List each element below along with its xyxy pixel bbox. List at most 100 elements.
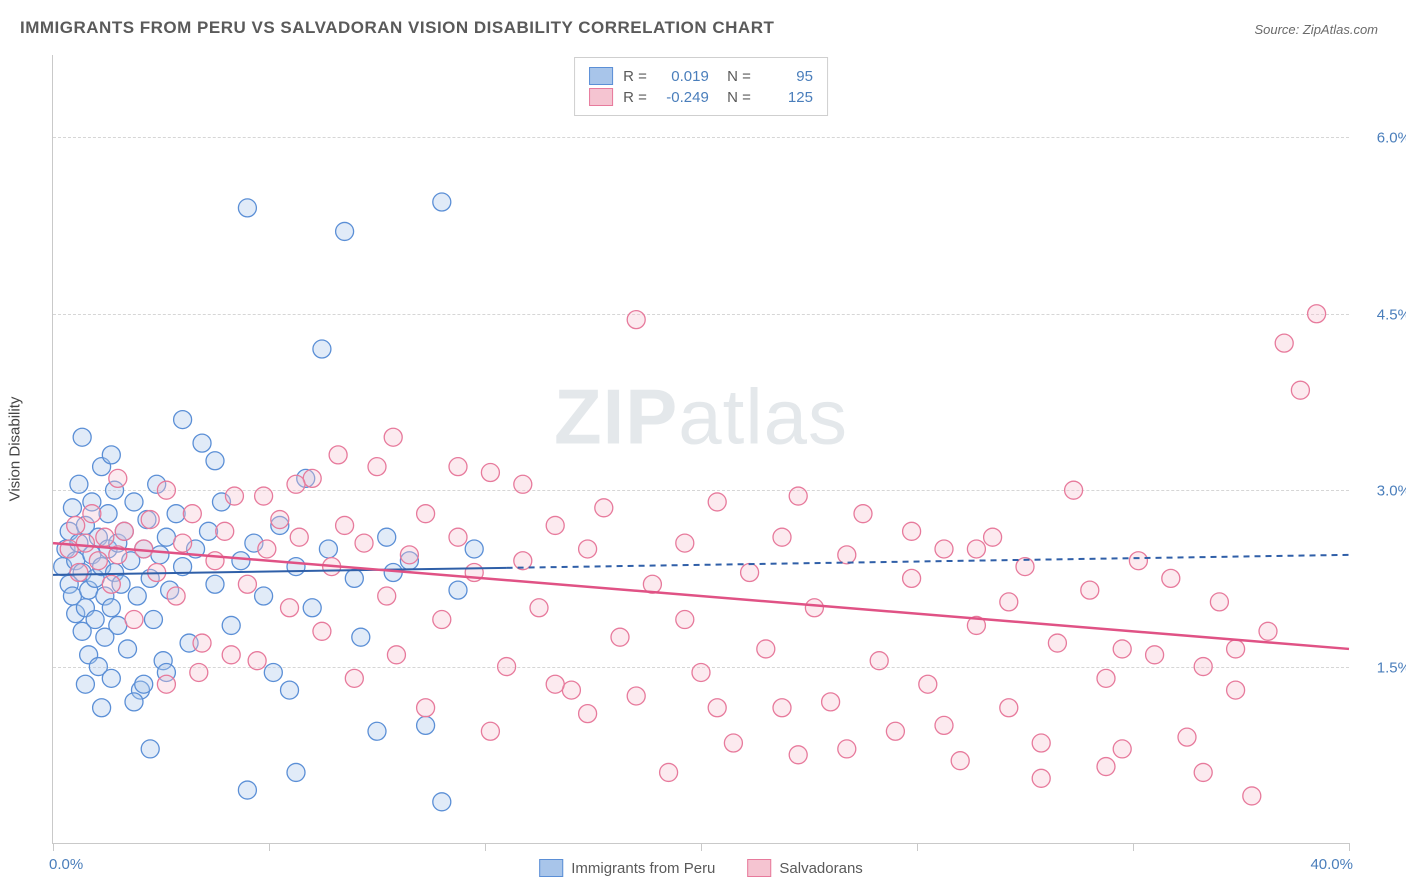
- scatter-point: [93, 699, 111, 717]
- scatter-point: [232, 552, 250, 570]
- scatter-point: [70, 475, 88, 493]
- scatter-point: [200, 522, 218, 540]
- scatter-point: [336, 516, 354, 534]
- scatter-point: [984, 528, 1002, 546]
- scatter-point: [773, 699, 791, 717]
- scatter-point: [290, 528, 308, 546]
- scatter-point: [741, 563, 759, 581]
- legend-top: R = 0.019 N = 95 R = -0.249 N = 125: [574, 57, 828, 116]
- scatter-point: [281, 599, 299, 617]
- scatter-point: [951, 752, 969, 770]
- legend-n-label-1: N =: [719, 89, 751, 106]
- scatter-point: [562, 681, 580, 699]
- scatter-point: [1291, 381, 1309, 399]
- scatter-point: [387, 646, 405, 664]
- scatter-point: [1065, 481, 1083, 499]
- scatter-point: [287, 558, 305, 576]
- x-tick: [485, 843, 486, 851]
- x-tick: [917, 843, 918, 851]
- y-tick-label: 4.5%: [1356, 306, 1406, 323]
- y-axis-title: Vision Disability: [7, 397, 24, 502]
- legend-bottom-label-1: Salvadorans: [779, 860, 862, 877]
- scatter-point: [1227, 640, 1245, 658]
- legend-r-label-0: R =: [623, 68, 647, 85]
- scatter-point: [73, 428, 91, 446]
- scatter-point: [313, 340, 331, 358]
- scatter-point: [1194, 763, 1212, 781]
- legend-bottom: Immigrants from Peru Salvadorans: [539, 859, 863, 877]
- legend-n-value-0: 95: [761, 68, 813, 85]
- scatter-point: [255, 587, 273, 605]
- scatter-point: [627, 687, 645, 705]
- scatter-point: [368, 458, 386, 476]
- x-tick: [1133, 843, 1134, 851]
- y-tick-label: 6.0%: [1356, 130, 1406, 147]
- scatter-point: [89, 552, 107, 570]
- scatter-point: [822, 693, 840, 711]
- scatter-point: [238, 781, 256, 799]
- scatter-point: [595, 499, 613, 517]
- scatter-point: [125, 493, 143, 511]
- scatter-point: [319, 540, 337, 558]
- scatter-point: [329, 446, 347, 464]
- x-min-label: 0.0%: [49, 856, 83, 873]
- legend-swatch-1: [589, 88, 613, 106]
- scatter-point: [1275, 334, 1293, 352]
- scatter-point: [281, 681, 299, 699]
- trend-line: [53, 543, 1349, 649]
- scatter-point: [86, 611, 104, 629]
- scatter-point: [449, 458, 467, 476]
- scatter-point: [1308, 305, 1326, 323]
- scatter-point: [967, 540, 985, 558]
- scatter-point: [141, 740, 159, 758]
- scatter-point: [151, 546, 169, 564]
- scatter-point: [708, 493, 726, 511]
- scatter-point: [1178, 728, 1196, 746]
- scatter-point: [433, 193, 451, 211]
- scatter-point: [109, 469, 127, 487]
- legend-bottom-label-0: Immigrants from Peru: [571, 860, 715, 877]
- scatter-point: [76, 675, 94, 693]
- legend-n-label-0: N =: [719, 68, 751, 85]
- scatter-point: [345, 569, 363, 587]
- scatter-point: [1048, 634, 1066, 652]
- scatter-point: [1000, 699, 1018, 717]
- scatter-point: [903, 569, 921, 587]
- scatter-point: [579, 540, 597, 558]
- scatter-point: [1032, 769, 1050, 787]
- legend-r-value-0: 0.019: [657, 68, 709, 85]
- scatter-point: [157, 481, 175, 499]
- scatter-point: [449, 528, 467, 546]
- scatter-point: [1081, 581, 1099, 599]
- scatter-point: [530, 599, 548, 617]
- x-tick: [53, 843, 54, 851]
- scatter-point: [757, 640, 775, 658]
- scatter-point: [222, 616, 240, 634]
- chart-title: IMMIGRANTS FROM PERU VS SALVADORAN VISIO…: [20, 18, 774, 38]
- scatter-point: [1000, 593, 1018, 611]
- scatter-point: [287, 475, 305, 493]
- scatter-point: [303, 599, 321, 617]
- scatter-point: [125, 611, 143, 629]
- scatter-point: [417, 505, 435, 523]
- scatter-point: [1227, 681, 1245, 699]
- scatter-point: [449, 581, 467, 599]
- scatter-point: [676, 611, 694, 629]
- scatter-point: [287, 763, 305, 781]
- x-tick: [1349, 843, 1350, 851]
- scatter-point: [1162, 569, 1180, 587]
- scatter-point: [417, 716, 435, 734]
- scatter-point: [193, 634, 211, 652]
- scatter-point: [102, 669, 120, 687]
- scatter-point: [546, 675, 564, 693]
- scatter-point: [271, 511, 289, 529]
- scatter-point: [141, 511, 159, 529]
- scatter-point: [238, 199, 256, 217]
- scatter-point: [102, 575, 120, 593]
- scatter-point: [264, 663, 282, 681]
- scatter-point: [546, 516, 564, 534]
- scatter-point: [1129, 552, 1147, 570]
- scatter-point: [805, 599, 823, 617]
- scatter-point: [96, 528, 114, 546]
- scatter-point: [611, 628, 629, 646]
